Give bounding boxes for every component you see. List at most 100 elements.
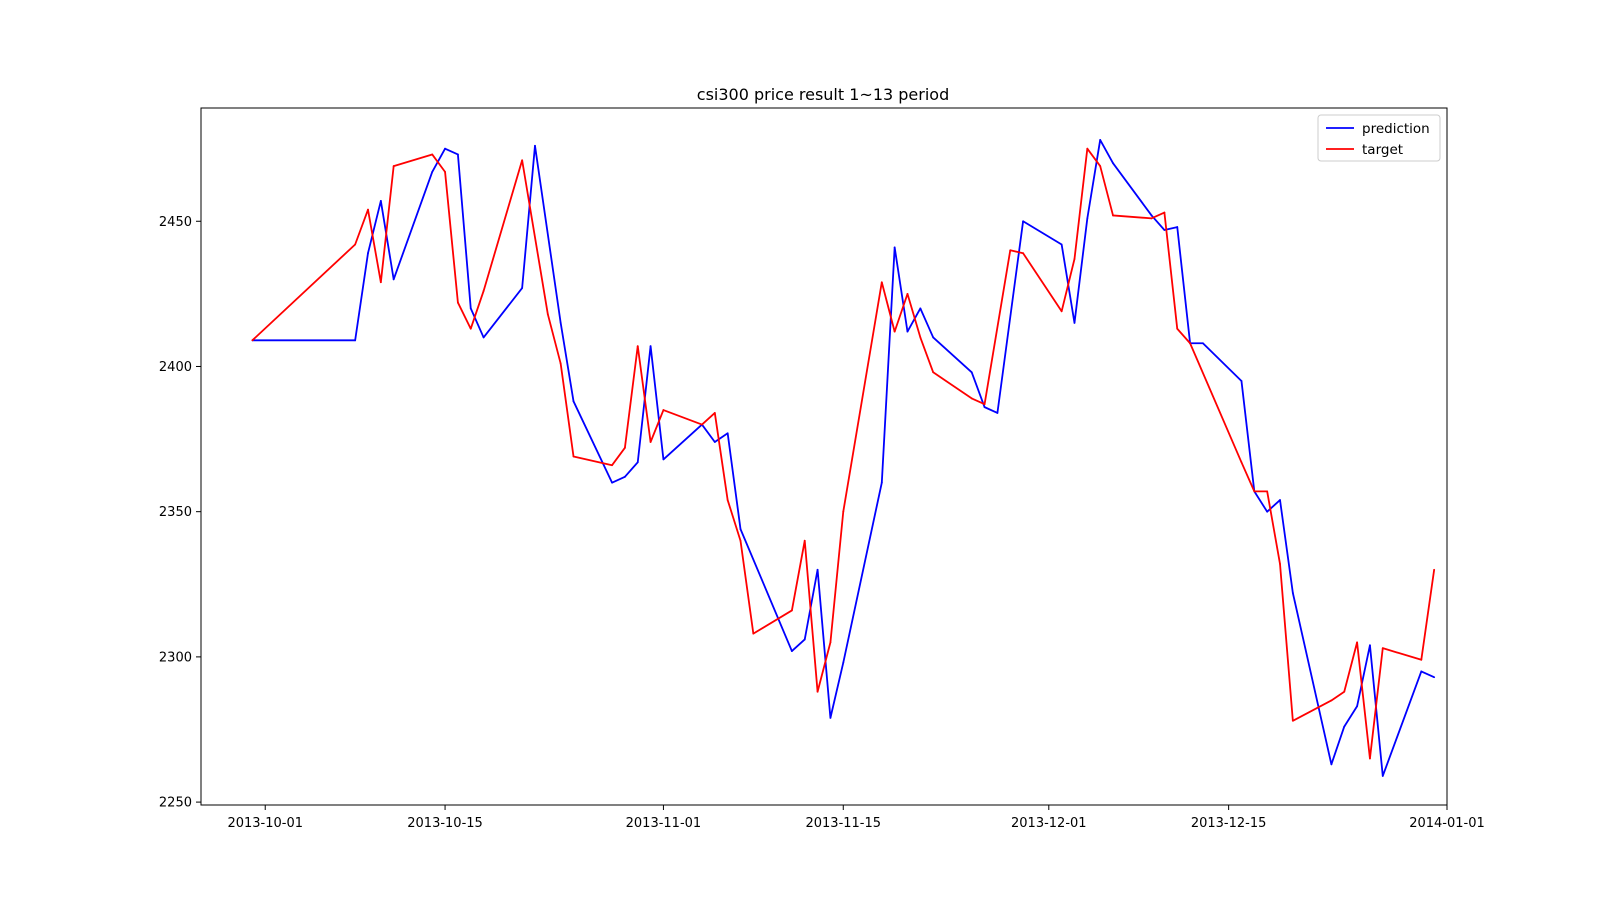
data-point-prediction [1163,229,1166,231]
data-point-prediction [624,475,626,478]
data-point-target [1253,490,1256,493]
data-point-target [1279,563,1281,565]
data-point-prediction [790,650,793,652]
series-target [251,147,1436,760]
data-point-target [1369,757,1371,760]
y-tick-label: 2250 [159,796,192,811]
data-point-target [829,641,832,644]
data-point-target [1433,568,1436,571]
legend: prediction target [1317,114,1441,162]
data-point-prediction [1433,676,1436,679]
legend-label-target: target [1362,142,1403,158]
y-tick-label: 2350 [159,505,192,520]
data-point-prediction [572,400,575,403]
data-point-prediction [534,144,536,147]
data-point-prediction [1099,139,1102,141]
y-tick-label: 2450 [159,215,192,230]
data-point-target [932,371,935,374]
data-point-prediction [431,170,434,173]
data-point-target [1112,214,1114,217]
legend-label-prediction: prediction [1362,121,1430,137]
data-point-prediction [367,252,369,255]
data-point-prediction [1291,592,1294,594]
data-point-target [752,632,755,635]
x-tick-label: 2013-10-01 [227,816,303,831]
data-point-target [1381,647,1384,650]
data-point-target [1060,310,1063,313]
data-point-prediction [1086,217,1089,220]
data-point-target [1356,641,1358,644]
data-point-prediction [1176,226,1179,228]
data-point-prediction [932,336,935,339]
data-point-prediction [1150,214,1153,217]
data-point-prediction [842,661,845,664]
data-point-target [1240,461,1243,464]
data-point-target [970,397,973,400]
data-point-target [431,153,434,156]
data-point-target [251,339,254,342]
data-point-target [726,499,729,501]
data-point-target [1266,490,1269,493]
data-point-target [379,281,382,284]
x-axis: 2013-10-01 2013-10-15 2013-11-01 2013-11-15… [227,805,1485,831]
data-point-prediction [1112,162,1114,165]
data-point-target [701,423,703,426]
data-point-target [636,345,639,348]
data-point-target [1343,690,1346,693]
data-point-prediction [970,371,973,374]
data-point-prediction [1266,510,1269,513]
data-point-target [482,290,485,292]
y-axis: 2250 2300 2350 2400 2450 [159,215,201,811]
data-point-target [611,464,613,467]
data-point-target [367,208,369,211]
data-point-prediction [726,432,729,435]
data-point-target [624,446,626,449]
data-point-prediction [1279,499,1281,501]
data-point-target [1176,327,1179,330]
x-tick-label: 2013-11-15 [805,816,881,831]
data-point-target [1099,165,1102,167]
data-point-target [983,403,986,406]
data-point-target [546,313,549,316]
data-point-prediction [457,153,459,156]
chart-title: csi300 price result 1~13 period [697,85,949,104]
data-point-prediction [1202,342,1204,345]
x-tick-label: 2013-11-01 [626,816,702,831]
data-point-prediction [893,246,896,249]
data-point-target [893,330,896,333]
data-point-target [1150,217,1153,220]
data-point-prediction [829,716,832,719]
data-point-prediction [1060,243,1063,246]
plot-frame [200,107,1448,806]
data-point-target [649,441,652,443]
data-point-target [1009,249,1012,252]
data-point-prediction [354,339,357,342]
data-point-prediction [996,412,999,414]
x-tick-label: 2013-10-15 [407,816,483,831]
data-point-prediction [803,638,806,641]
data-point-target [919,336,922,339]
data-point-target [1163,211,1166,214]
data-point-target [816,690,819,693]
data-point-target [662,409,665,411]
data-point-prediction [713,441,716,443]
data-point-target [1189,342,1191,345]
data-point-prediction [636,461,639,464]
data-point-target [713,412,716,414]
x-tick-label: 2013-12-15 [1191,816,1267,831]
data-point-prediction [1369,644,1371,647]
data-point-target [1086,147,1089,150]
data-point-prediction [1073,322,1076,324]
data-point-target [469,327,472,330]
x-tick-label: 2014-01-01 [1409,816,1485,831]
data-point-prediction [1022,220,1024,223]
data-point-target [1330,699,1333,702]
data-point-prediction [379,200,382,202]
series-layer [251,139,1436,777]
data-point-prediction [392,278,395,281]
plot-area [200,107,1448,806]
data-point-prediction [906,330,909,333]
x-tick-label: 2013-12-01 [1011,816,1087,831]
data-point-prediction [816,568,819,571]
data-point-target [739,539,742,542]
